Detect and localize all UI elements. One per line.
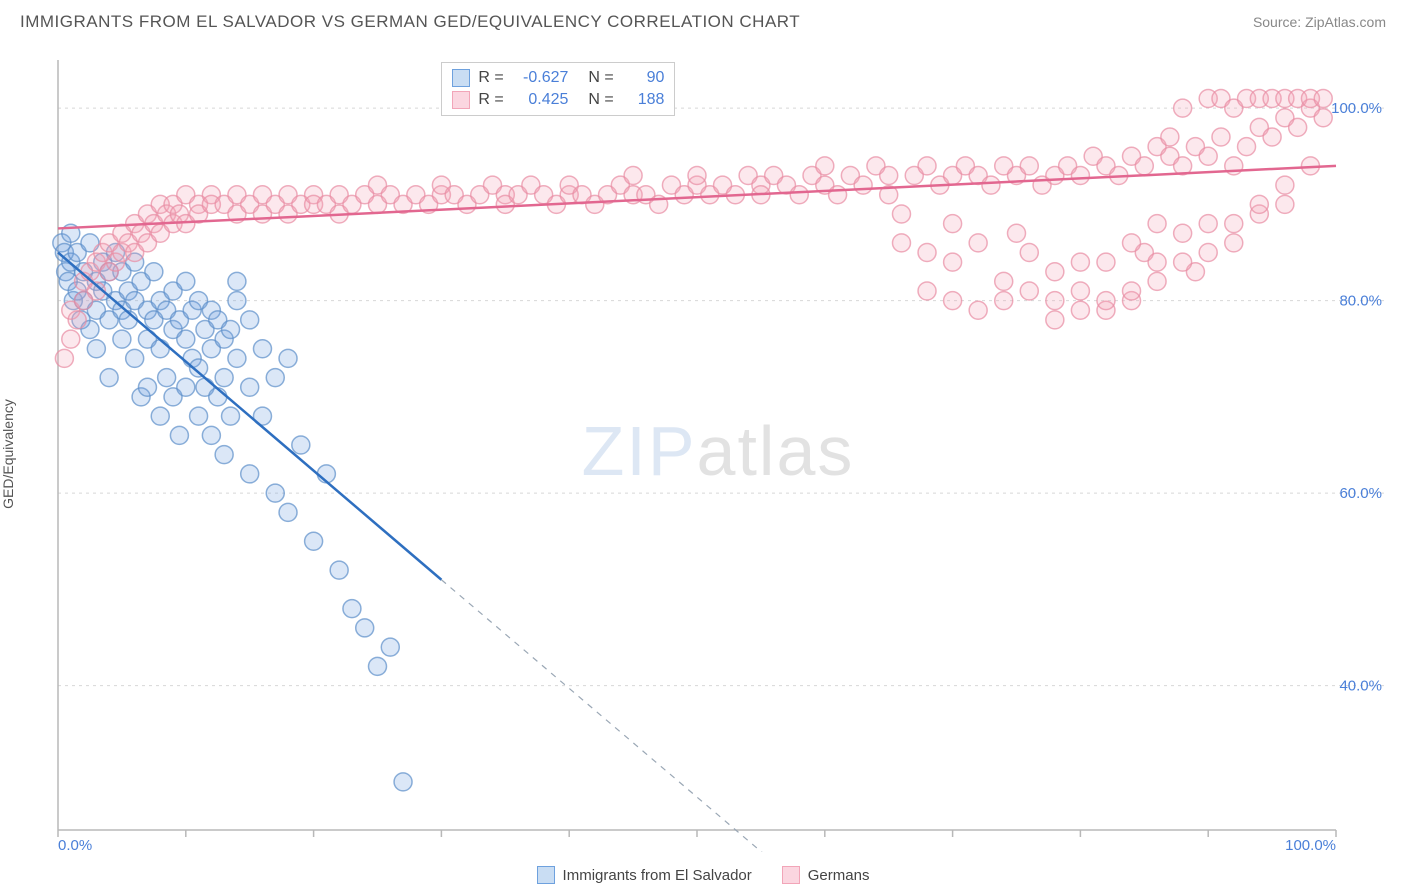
- n-value: 188: [624, 91, 664, 109]
- n-value: 90: [624, 69, 664, 87]
- r-label: R =: [478, 69, 506, 87]
- chart-title: IMMIGRANTS FROM EL SALVADOR VS GERMAN GE…: [20, 12, 800, 32]
- correlation-stats-box: R = -0.627 N = 90 R = 0.425 N = 188: [441, 62, 675, 116]
- stats-row: R = 0.425 N = 188: [452, 89, 664, 111]
- legend-swatch: [537, 866, 555, 884]
- svg-text:100.0%: 100.0%: [1331, 100, 1382, 117]
- legend-swatch: [782, 866, 800, 884]
- stats-row: R = -0.627 N = 90: [452, 67, 664, 89]
- svg-text:80.0%: 80.0%: [1339, 293, 1382, 310]
- bottom-legend: Immigrants from El Salvador Germans: [0, 866, 1406, 884]
- legend-swatch: [452, 91, 470, 109]
- chart-area: 0.0%100.0%40.0%60.0%80.0%100.0% ZIPatlas…: [50, 50, 1386, 852]
- r-value: -0.627: [514, 69, 568, 87]
- r-label: R =: [478, 91, 506, 109]
- legend-swatch: [452, 69, 470, 87]
- legend-label: Germans: [808, 867, 870, 884]
- legend-item: Immigrants from El Salvador: [537, 866, 752, 884]
- y-axis-label: GED/Equivalency: [0, 399, 16, 509]
- svg-text:60.0%: 60.0%: [1339, 485, 1382, 502]
- scatter-chart: 0.0% 100.0% 40.0% 60.0% 80.0% 100.0%: [50, 50, 1386, 852]
- svg-text:0.0%: 0.0%: [58, 837, 92, 852]
- svg-text:40.0%: 40.0%: [1339, 678, 1382, 695]
- source-label: Source: ZipAtlas.com: [1253, 14, 1386, 30]
- svg-text:100.0%: 100.0%: [1285, 837, 1336, 852]
- r-value: 0.425: [514, 91, 568, 109]
- n-label: N =: [588, 91, 616, 109]
- legend-item: Germans: [782, 866, 870, 884]
- n-label: N =: [588, 69, 616, 87]
- legend-label: Immigrants from El Salvador: [563, 867, 752, 884]
